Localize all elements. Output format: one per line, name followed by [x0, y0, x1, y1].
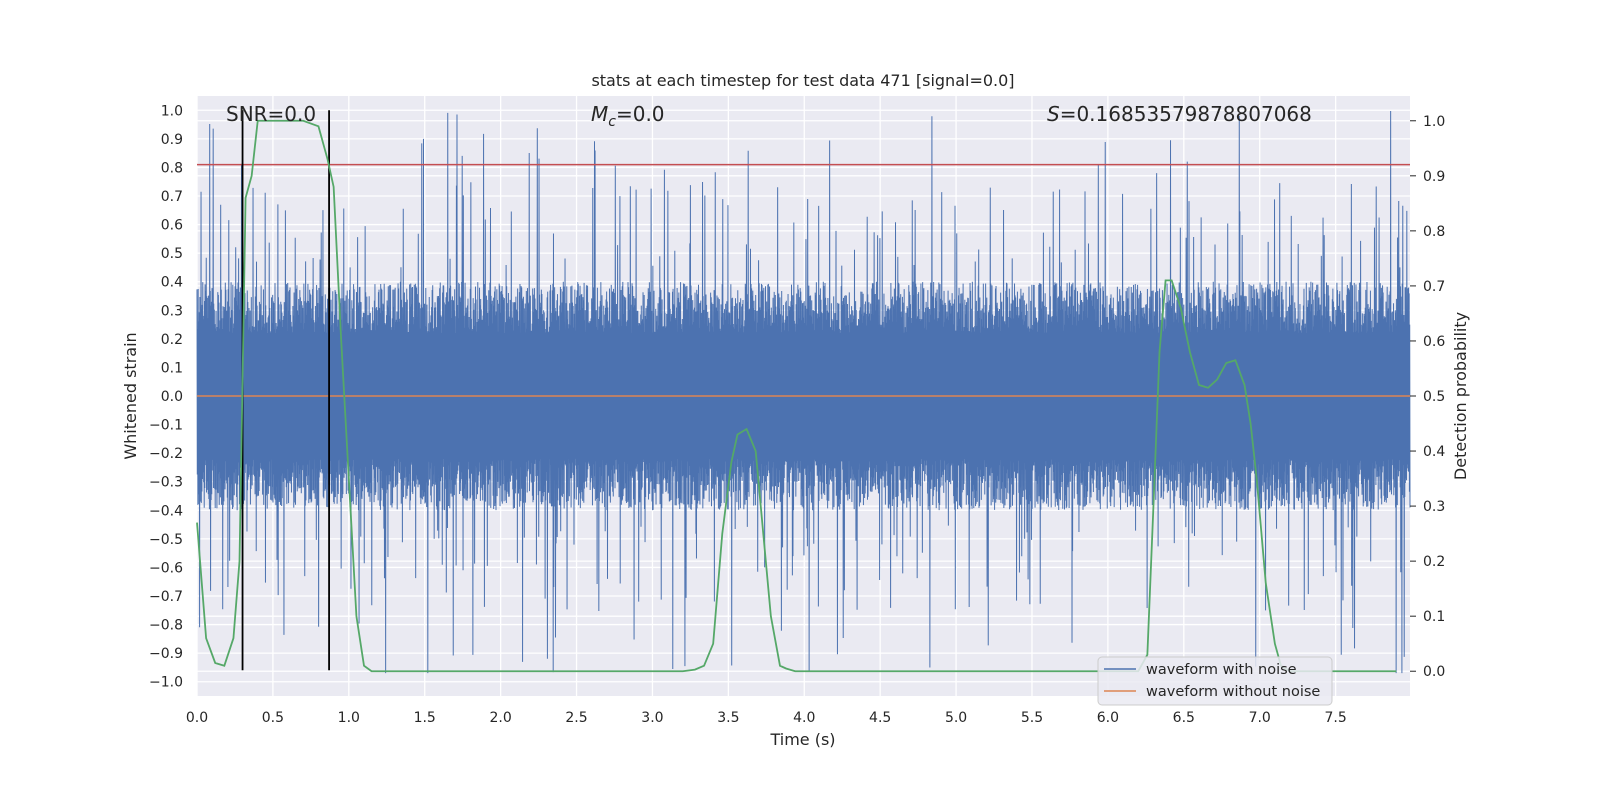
x-tick-label: 3.0 — [641, 710, 663, 726]
y-tick-label: 0.9 — [161, 132, 183, 148]
y-tick-label: −0.4 — [149, 503, 183, 519]
y-tick-label: 0.7 — [161, 189, 183, 205]
y2-tick-label: 0.9 — [1423, 169, 1445, 185]
y2-tick-label: 0.2 — [1423, 554, 1445, 570]
score-annotation: S=0.16853579878807068 — [1047, 102, 1312, 126]
chirp-mass-annotation: Mc=0.0 — [591, 102, 665, 130]
y-tick-label: 0.4 — [161, 275, 183, 291]
y-tick-label: 1.0 — [161, 103, 183, 119]
y-tick-label: −0.1 — [149, 418, 183, 434]
y2-tick-label: 0.0 — [1423, 664, 1445, 680]
legend-box — [1097, 656, 1333, 706]
y2-tick-label: 0.4 — [1423, 444, 1445, 460]
x-axis-ticks: 0.0 0.5 1.0 1.5 2.0 2.5 3.0 3.5 4.0 4.5 5.0 5.5 6.0 6… — [186, 710, 1347, 726]
y2-tick-label: 0.3 — [1423, 499, 1445, 515]
x-tick-label: 6.5 — [1173, 710, 1195, 726]
y2-tick-label: 1.0 — [1423, 114, 1445, 130]
noise-trace — [196, 110, 1411, 674]
x-tick-label: 2.5 — [565, 710, 587, 726]
legend: waveform with noise waveform without noi… — [1097, 656, 1333, 706]
y-tick-label: 0.0 — [161, 389, 183, 405]
x-tick-label: 5.0 — [945, 710, 967, 726]
series-detection-probability — [196, 119, 1397, 673]
y-tick-label: 0.8 — [161, 160, 183, 176]
y-tick-label: 0.6 — [161, 218, 183, 234]
x-axis-label: Time (s) — [769, 730, 835, 749]
y-tick-label: −0.6 — [149, 560, 183, 576]
x-tick-label: 0.5 — [262, 710, 284, 726]
x-tick-label: 7.0 — [1249, 710, 1271, 726]
mc-value: =0.0 — [616, 102, 665, 126]
y-tick-label: 0.5 — [161, 246, 183, 262]
x-tick-label: 0.0 — [186, 710, 208, 726]
x-tick-label: 3.5 — [717, 710, 739, 726]
y-tick-label: −0.5 — [149, 532, 183, 548]
x-tick-label: 1.5 — [414, 710, 436, 726]
y2-tick-label: 0.5 — [1423, 389, 1445, 405]
y-tick-label: −0.9 — [149, 646, 183, 662]
s-symbol: S — [1047, 102, 1060, 126]
x-tick-label: 2.0 — [489, 710, 511, 726]
y2-tick-label: 0.7 — [1423, 279, 1445, 295]
series-waveform-with-noise — [196, 110, 1411, 674]
chart-title: stats at each timestep for test data 471… — [591, 71, 1014, 90]
y2-axis-label: Detection probability — [1451, 312, 1470, 480]
y-axis-ticks: 1.0 0.9 0.8 0.7 0.6 0.5 0.4 0.3 0.2 0.1 0.0 −0.1 −0.… — [149, 103, 183, 690]
y-tick-label: 0.2 — [161, 332, 183, 348]
snr-annotation: SNR=0.0 — [226, 102, 316, 126]
y-tick-label: −0.7 — [149, 589, 183, 605]
y-axis-label: Whitened strain — [121, 332, 140, 459]
legend-label-clean: waveform without noise — [1146, 684, 1320, 700]
s-value: =0.16853579878807068 — [1060, 102, 1312, 126]
y2-tick-label: 0.6 — [1423, 334, 1445, 350]
x-tick-label: 6.0 — [1097, 710, 1119, 726]
y-tick-label: −0.8 — [149, 618, 183, 634]
y-tick-label: −1.0 — [149, 675, 183, 691]
y-tick-label: 0.1 — [161, 360, 183, 376]
probability-trace — [196, 119, 1397, 673]
mc-subscript: c — [608, 114, 616, 130]
y-tick-label: −0.3 — [149, 475, 183, 491]
y2-axis-ticks: 1.0 0.9 0.8 0.7 0.6 0.5 0.4 0.3 0.2 0.1 0.0 — [1410, 114, 1445, 680]
y2-tick-label: 0.1 — [1423, 609, 1445, 625]
y2-tick-label: 0.8 — [1423, 224, 1445, 240]
x-tick-label: 1.0 — [338, 710, 360, 726]
x-tick-label: 7.5 — [1324, 710, 1346, 726]
x-tick-label: 4.5 — [869, 710, 891, 726]
x-tick-label: 5.5 — [1021, 710, 1043, 726]
y-tick-label: −0.2 — [149, 446, 183, 462]
mc-symbol: M — [591, 102, 608, 126]
legend-label-noise: waveform with noise — [1146, 662, 1297, 678]
x-tick-label: 4.0 — [793, 710, 815, 726]
y-tick-label: 0.3 — [161, 303, 183, 319]
